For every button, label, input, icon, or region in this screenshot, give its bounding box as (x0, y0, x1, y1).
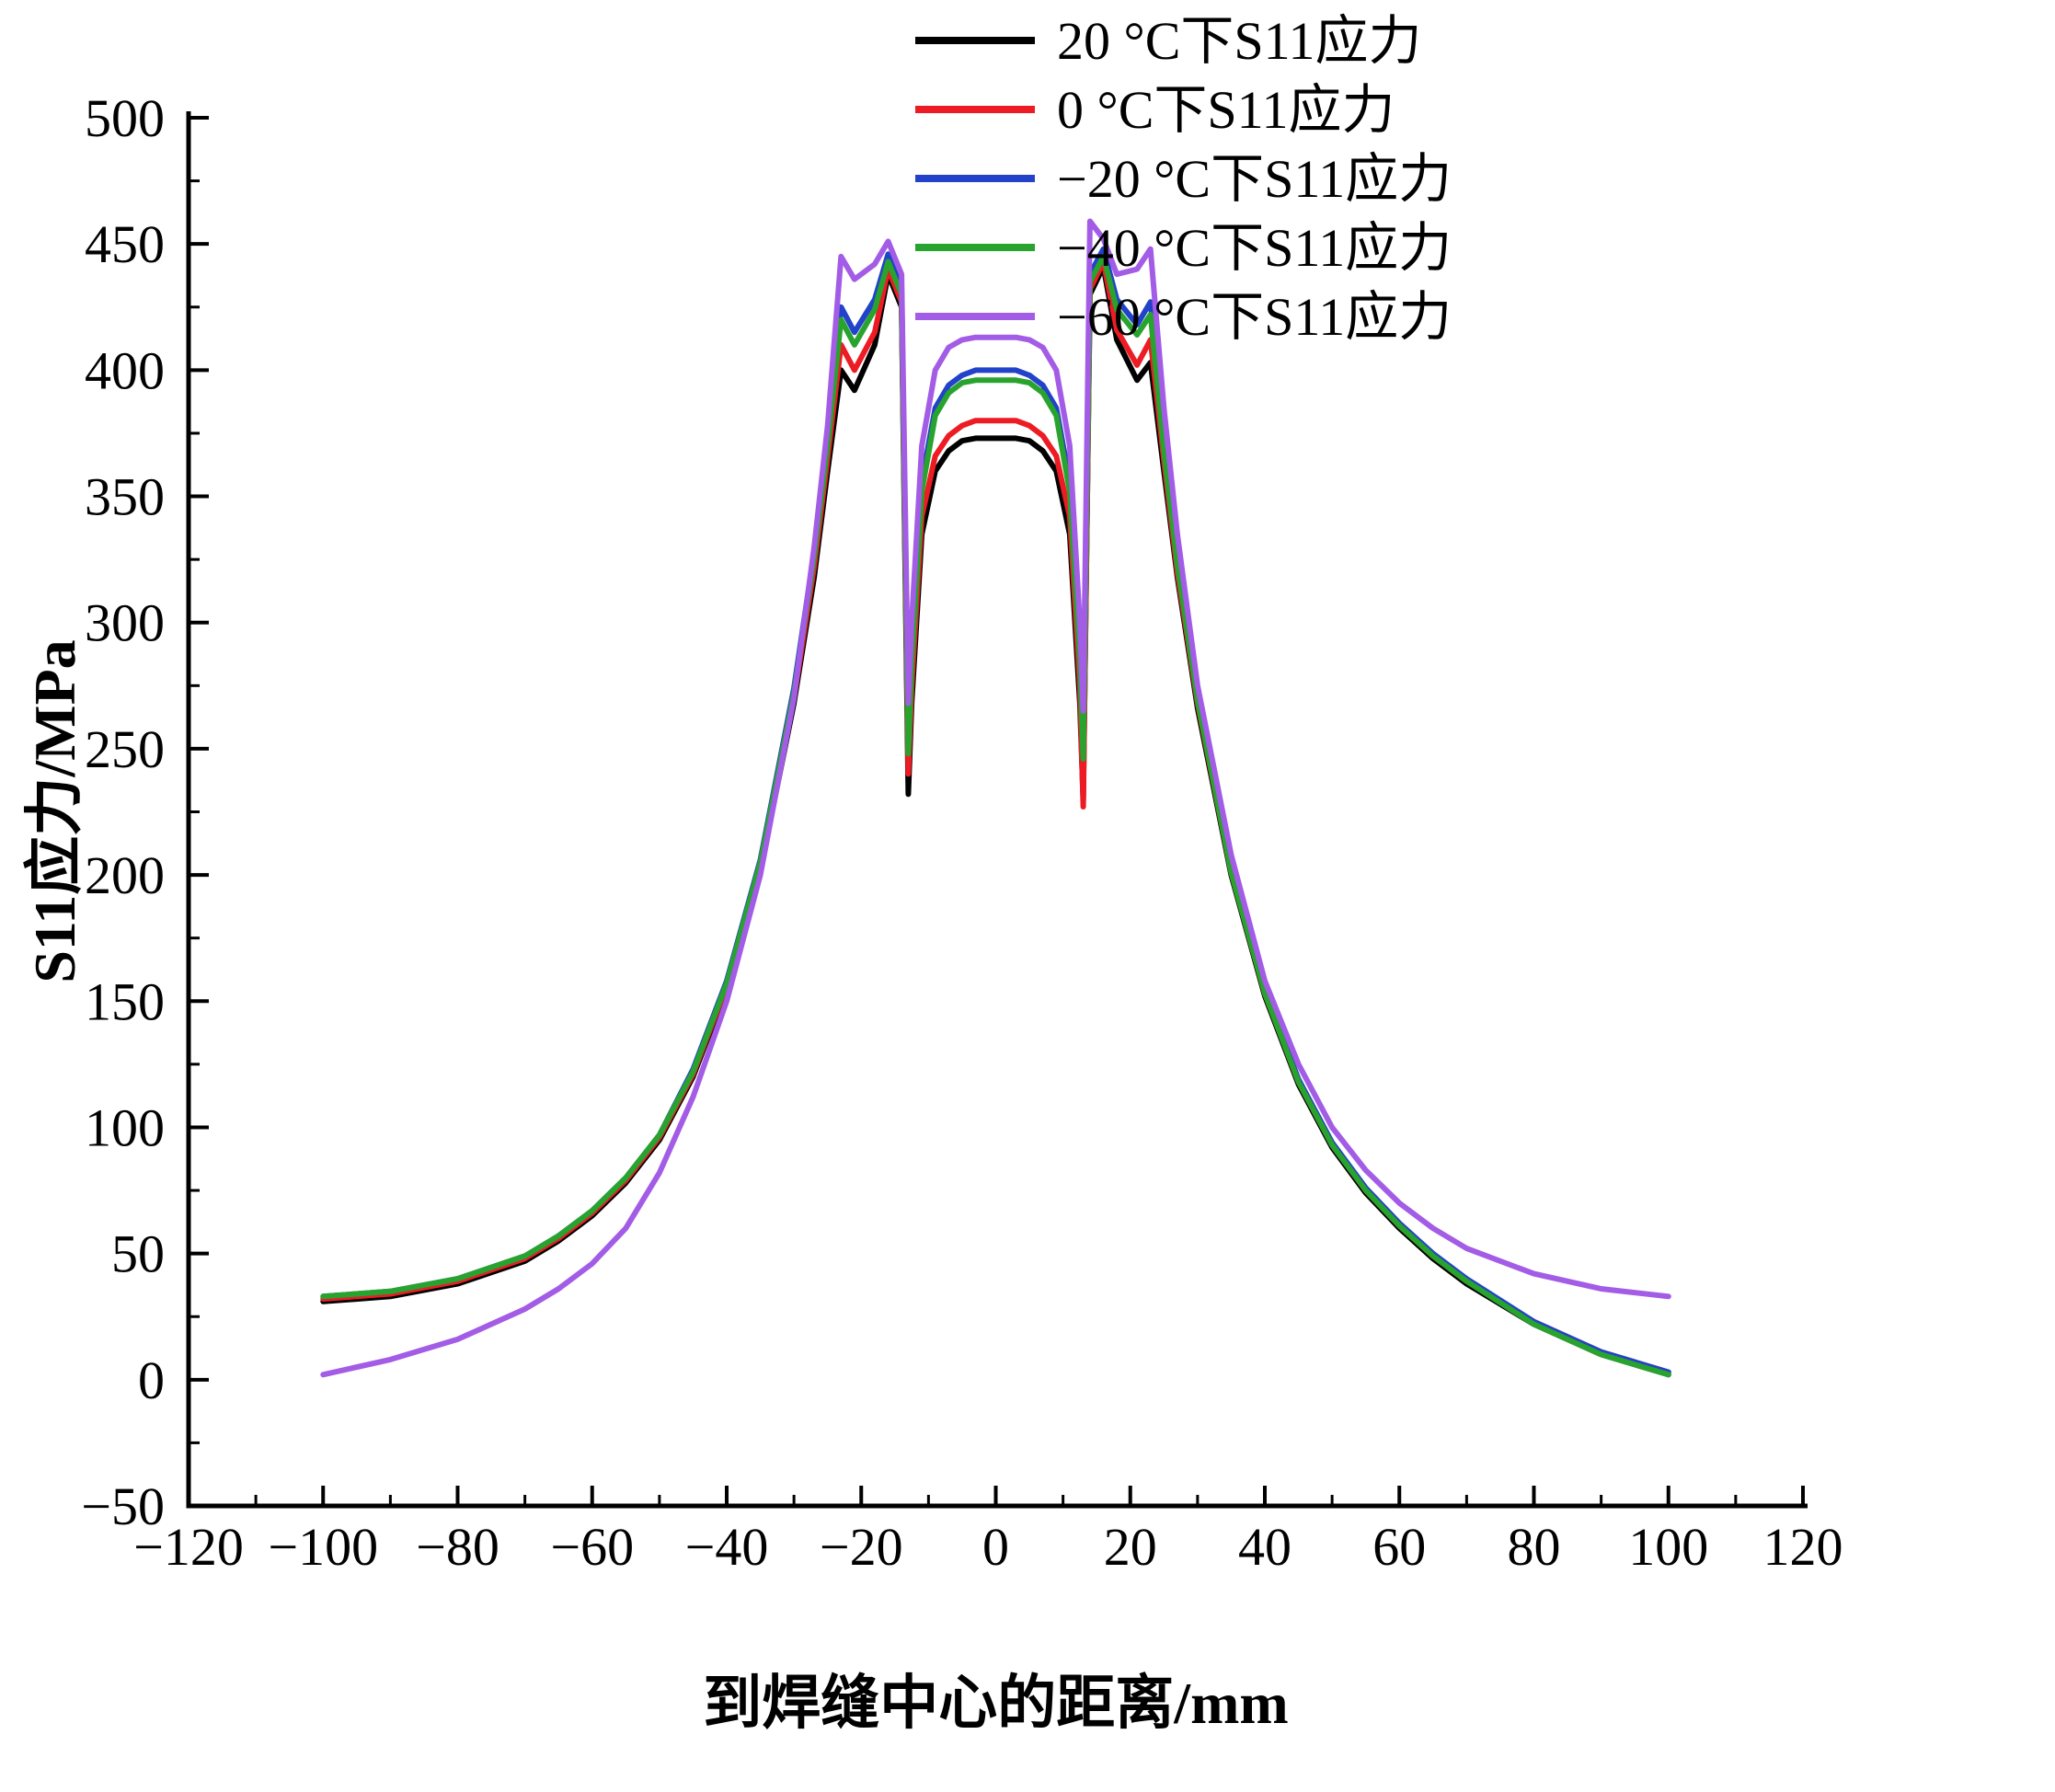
y-axis-title: S11应力/MPa (22, 639, 87, 983)
y-axis-tick-label: −50 (81, 1476, 165, 1536)
x-axis-tick-label: 60 (1372, 1517, 1426, 1577)
x-axis-tick-label: 80 (1508, 1517, 1561, 1577)
legend-label-s11-minus40c: −40 °C下S11应力 (1057, 218, 1452, 278)
x-axis-tick-label: −80 (416, 1517, 499, 1577)
legend-label-s11-0c: 0 °C下S11应力 (1057, 80, 1395, 140)
y-axis-tick-label: 50 (111, 1224, 165, 1284)
series-line-s11-0c (320, 258, 1671, 1375)
x-axis-tick-label: −40 (685, 1517, 769, 1577)
y-axis-tick-label: 150 (85, 971, 165, 1031)
y-axis-tick-label: 450 (85, 214, 165, 274)
series-line-s11-minus40c (320, 253, 1671, 1378)
x-axis-tick-label: 100 (1628, 1517, 1708, 1577)
x-axis-tick-label: 40 (1238, 1517, 1292, 1577)
legend-label-s11-minus60c: −60 °C下S11应力 (1057, 287, 1452, 347)
x-axis-tick-label: −60 (550, 1517, 634, 1577)
y-axis-tick-label: 350 (85, 467, 165, 527)
y-axis-tick-label: 400 (85, 340, 165, 400)
y-axis-tick-label: 500 (85, 88, 165, 148)
x-axis-title: 到焊缝中心的距离/mm (703, 1671, 1289, 1736)
legend-label-s11-minus20c: −20 °C下S11应力 (1057, 149, 1452, 209)
x-axis-tick-label: 20 (1104, 1517, 1157, 1577)
y-axis-tick-label: 300 (85, 593, 165, 653)
x-axis-tick-label: 0 (982, 1517, 1009, 1577)
series-line-s11-minus60c (320, 218, 1671, 1378)
y-axis-tick-label: 0 (138, 1350, 165, 1410)
y-axis-tick-label: 100 (85, 1097, 165, 1157)
y-axis-tick-label: 250 (85, 719, 165, 779)
x-axis-tick-label: −20 (820, 1517, 903, 1577)
x-axis-tick-label: −100 (268, 1517, 378, 1577)
x-axis-tick-label: 120 (1763, 1517, 1843, 1577)
x-axis-tick-label: −120 (133, 1517, 244, 1577)
series-line-s11-20c (320, 263, 1671, 1378)
y-axis-tick-label: 200 (85, 845, 165, 905)
series-line-s11-minus20c (320, 246, 1671, 1375)
legend-label-s11-20c: 20 °C下S11应力 (1057, 11, 1422, 71)
